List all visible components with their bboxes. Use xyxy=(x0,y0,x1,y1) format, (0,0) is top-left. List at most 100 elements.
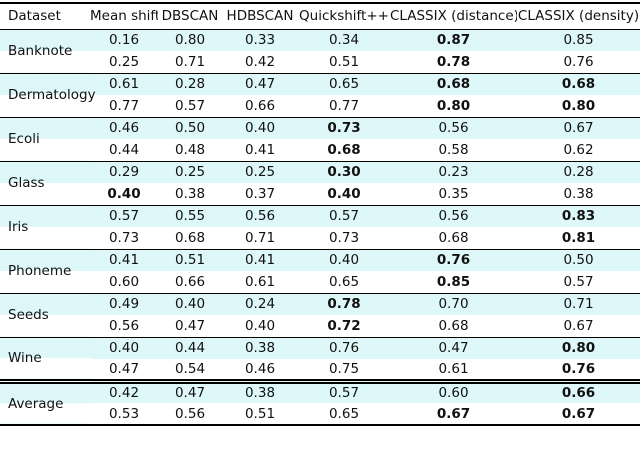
cell-value: 0.42 xyxy=(244,53,276,70)
dataset-label: Wine xyxy=(0,337,90,381)
cell-value: 0.57 xyxy=(174,97,206,114)
cell-value: 0.40 xyxy=(107,185,141,202)
dataset-group-average: Average 0.42 0.47 0.38 0.57 0.60 0.66 0.53 0.56 0… xyxy=(0,381,640,425)
cell-value: 0.67 xyxy=(436,405,471,422)
cell-value: 0.47 xyxy=(158,381,222,403)
table-row: 0.53 0.56 0.51 0.65 0.67 0.67 xyxy=(0,403,640,425)
cell-value: 0.57 xyxy=(298,205,390,227)
cell-value: 0.47 xyxy=(222,73,298,95)
cell-value: 0.76 xyxy=(298,337,390,359)
cell-value: 0.68 xyxy=(327,141,361,158)
cell-value: 0.28 xyxy=(517,161,640,183)
cell-value: 0.55 xyxy=(158,205,222,227)
cell-value: 0.54 xyxy=(174,360,206,377)
table-row: 0.47 0.54 0.46 0.75 0.61 0.76 xyxy=(0,359,640,381)
cell-value: 0.61 xyxy=(244,273,276,290)
dataset-group-ecoli: Ecoli 0.46 0.50 0.40 0.73 0.56 0.67 0.44 0.48 0.4… xyxy=(0,117,640,161)
cell-value: 0.71 xyxy=(244,229,276,246)
column-header-dataset: Dataset xyxy=(8,8,61,25)
table-row: 0.60 0.66 0.61 0.65 0.85 0.57 xyxy=(0,271,640,293)
cell-value: 0.34 xyxy=(298,29,390,51)
cell-value: 0.25 xyxy=(222,161,298,183)
clustering-results-table: Dataset Mean shift DBSCAN HDBSCAN Quickshift… xyxy=(0,2,640,426)
cell-value: 0.83 xyxy=(517,205,640,227)
dataset-group-banknote: Banknote 0.16 0.80 0.33 0.34 0.87 0.85 0.25 0.71… xyxy=(0,29,640,73)
dataset-label: Phoneme xyxy=(0,249,90,293)
cell-value: 0.23 xyxy=(390,161,517,183)
cell-value: 0.51 xyxy=(158,249,222,271)
table-row: 0.56 0.47 0.40 0.72 0.68 0.67 xyxy=(0,315,640,337)
cell-value: 0.73 xyxy=(328,229,360,246)
cell-value: 0.76 xyxy=(563,53,594,70)
cell-value: 0.66 xyxy=(244,97,276,114)
cell-value: 0.56 xyxy=(108,317,140,334)
cell-value: 0.53 xyxy=(108,405,140,422)
cell-value: 0.65 xyxy=(328,273,360,290)
cell-value: 0.49 xyxy=(90,293,158,315)
cell-value: 0.57 xyxy=(563,273,594,290)
cell-value: 0.38 xyxy=(174,185,206,202)
cell-value: 0.68 xyxy=(390,73,517,95)
cell-value: 0.73 xyxy=(108,229,140,246)
header-row: Dataset Mean shift DBSCAN HDBSCAN Quickshift… xyxy=(0,3,640,29)
table-row: 0.44 0.48 0.41 0.68 0.58 0.62 xyxy=(0,139,640,161)
cell-value: 0.81 xyxy=(561,229,596,246)
dataset-label: Average xyxy=(0,381,90,425)
cell-value: 0.38 xyxy=(222,381,298,403)
cell-value: 0.71 xyxy=(517,293,640,315)
column-header-quickshift: Quickshift++ xyxy=(299,8,389,25)
table-row: 0.73 0.68 0.71 0.73 0.68 0.81 xyxy=(0,227,640,249)
cell-value: 0.85 xyxy=(436,273,471,290)
table-row: 0.25 0.71 0.42 0.51 0.78 0.76 xyxy=(0,51,640,73)
cell-value: 0.66 xyxy=(517,381,640,403)
cell-value: 0.58 xyxy=(438,141,469,158)
cell-value: 0.56 xyxy=(222,205,298,227)
dataset-label: Seeds xyxy=(0,293,90,337)
cell-value: 0.62 xyxy=(563,141,594,158)
column-header-classix-density: CLASSIX (density) xyxy=(517,8,640,25)
cell-value: 0.40 xyxy=(327,185,361,202)
dataset-group-dermatology: Dermatology 0.61 0.28 0.47 0.65 0.68 0.68 0.77 0… xyxy=(0,73,640,117)
table-row: Glass 0.29 0.25 0.25 0.30 0.23 0.28 xyxy=(0,161,640,205)
table-row: Dermatology 0.61 0.28 0.47 0.65 0.68 0.68 xyxy=(0,73,640,117)
cell-value: 0.24 xyxy=(222,293,298,315)
cell-value: 0.75 xyxy=(328,360,360,377)
dataset-group-phoneme: Phoneme 0.41 0.51 0.41 0.40 0.76 0.50 0.60 0.66 0… xyxy=(0,249,640,293)
cell-value: 0.37 xyxy=(244,185,276,202)
cell-value: 0.25 xyxy=(108,53,140,70)
cell-value: 0.50 xyxy=(158,117,222,139)
cell-value: 0.80 xyxy=(561,97,596,114)
cell-value: 0.61 xyxy=(90,73,158,95)
table-row: 0.77 0.57 0.66 0.77 0.80 0.80 xyxy=(0,95,640,117)
cell-value: 0.46 xyxy=(244,360,276,377)
benchmark-table-wrapper: Dataset Mean shift DBSCAN HDBSCAN Quickshift… xyxy=(0,2,640,426)
cell-value: 0.67 xyxy=(563,317,594,334)
table-row: Iris 0.57 0.55 0.56 0.57 0.56 0.83 xyxy=(0,205,640,249)
column-header-hdbscan: HDBSCAN xyxy=(226,8,294,25)
cell-value: 0.67 xyxy=(517,117,640,139)
cell-value: 0.40 xyxy=(244,317,276,334)
cell-value: 0.44 xyxy=(108,141,140,158)
table-row: Wine 0.40 0.44 0.38 0.76 0.47 0.80 xyxy=(0,337,640,381)
dataset-group-seeds: Seeds 0.49 0.40 0.24 0.78 0.70 0.71 0.56 0.47 0.4… xyxy=(0,293,640,337)
cell-value: 0.41 xyxy=(90,249,158,271)
cell-value: 0.40 xyxy=(158,293,222,315)
cell-value: 0.57 xyxy=(298,381,390,403)
cell-value: 0.73 xyxy=(298,117,390,139)
cell-value: 0.60 xyxy=(390,381,517,403)
dataset-group-wine: Wine 0.40 0.44 0.38 0.76 0.47 0.80 0.47 0.54 0.46… xyxy=(0,337,640,381)
cell-value: 0.30 xyxy=(298,161,390,183)
cell-value: 0.78 xyxy=(436,53,471,70)
cell-value: 0.38 xyxy=(563,185,594,202)
cell-value: 0.33 xyxy=(222,29,298,51)
cell-value: 0.41 xyxy=(244,141,276,158)
cell-value: 0.76 xyxy=(561,360,596,377)
cell-value: 0.77 xyxy=(108,97,140,114)
cell-value: 0.41 xyxy=(222,249,298,271)
cell-value: 0.57 xyxy=(90,205,158,227)
cell-value: 0.80 xyxy=(436,97,471,114)
cell-value: 0.47 xyxy=(174,317,206,334)
cell-value: 0.29 xyxy=(90,161,158,183)
dataset-label: Iris xyxy=(0,205,90,249)
cell-value: 0.80 xyxy=(517,337,640,359)
